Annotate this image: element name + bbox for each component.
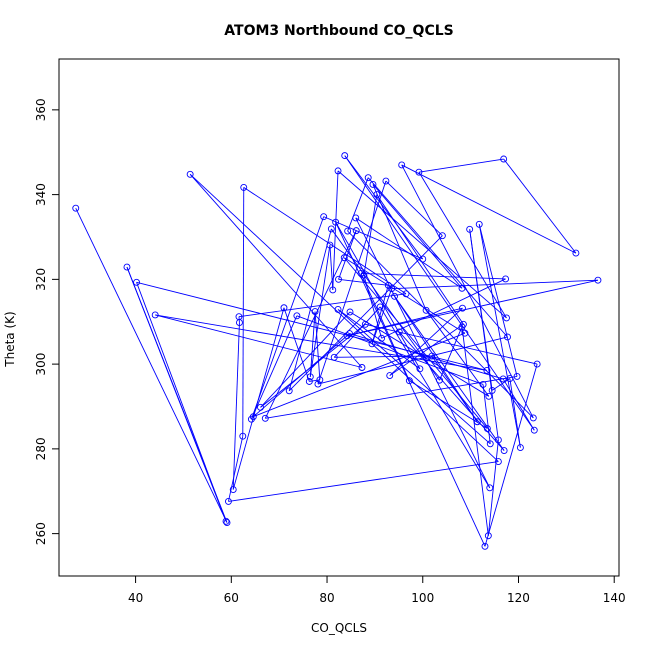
y-axis-label: Theta (K)	[3, 311, 17, 367]
y-tick-label: 280	[34, 437, 48, 460]
x-tick-label: 40	[128, 591, 143, 605]
y-tick-label: 360	[34, 98, 48, 121]
chart-title: ATOM3 Northbound CO_QCLS	[224, 23, 453, 39]
x-tick-label: 80	[319, 591, 334, 605]
x-tick-label: 100	[411, 591, 434, 605]
x-tick-label: 120	[507, 591, 530, 605]
x-tick-label: 60	[224, 591, 239, 605]
y-tick-label: 320	[34, 268, 48, 291]
y-tick-label: 340	[34, 183, 48, 206]
y-tick-label: 300	[34, 353, 48, 376]
x-tick-label: 140	[603, 591, 626, 605]
y-tick-label: 260	[34, 522, 48, 545]
x-axis-label: CO_QCLS	[311, 621, 367, 635]
